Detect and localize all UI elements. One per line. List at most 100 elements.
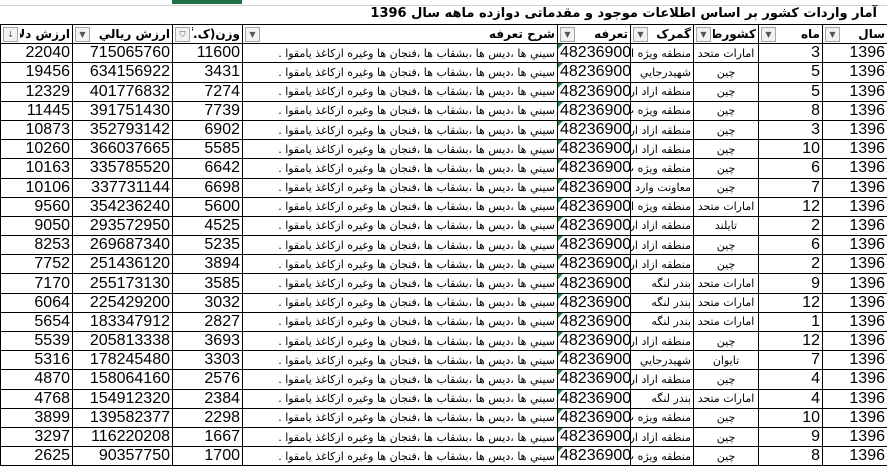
cell-value-rial[interactable]: 225429200 <box>73 293 173 312</box>
cell-month[interactable]: 9 <box>759 274 823 293</box>
cell-year[interactable]: 1396 <box>823 82 887 101</box>
cell-customs[interactable]: بندر لنگه <box>631 312 694 331</box>
cell-year[interactable]: 1396 <box>823 140 887 159</box>
cell-value-dollar[interactable]: 3297 <box>1 427 73 446</box>
header-value-rial[interactable]: ارزش ريالي▼ <box>73 25 173 44</box>
cell-tariff-description[interactable]: سيني ها ،ديس ها ،بشقاب ها ،فنجان ها وغير… <box>243 63 558 82</box>
cell-year[interactable]: 1396 <box>823 101 887 120</box>
cell-month[interactable]: 4 <box>759 389 823 408</box>
cell-month[interactable]: 8 <box>759 101 823 120</box>
cell-year[interactable]: 1396 <box>823 332 887 351</box>
cell-country[interactable]: چين <box>694 255 759 274</box>
cell-value-rial[interactable]: 178245480 <box>73 351 173 370</box>
cell-month[interactable]: 7 <box>759 178 823 197</box>
cell-year[interactable]: 1396 <box>823 120 887 139</box>
cell-value-dollar[interactable]: 22040 <box>1 44 73 63</box>
cell-value-rial[interactable]: 90357750 <box>73 447 173 466</box>
cell-customs[interactable]: منطقه ازاد ار <box>631 332 694 351</box>
cell-customs[interactable]: منطقه ازاد ار <box>631 236 694 255</box>
cell-customs[interactable]: منطقه ويژه ب <box>631 447 694 466</box>
cell-value-dollar[interactable]: 8253 <box>1 236 73 255</box>
dropdown-icon[interactable]: ▼ <box>75 27 90 42</box>
cell-customs[interactable]: معاونت وارد <box>631 178 694 197</box>
cell-tariff[interactable]: 48236900 <box>558 389 631 408</box>
cell-weight-kg[interactable]: 5600 <box>173 197 243 216</box>
cell-year[interactable]: 1396 <box>823 293 887 312</box>
cell-tariff-description[interactable]: سيني ها ،ديس ها ،بشقاب ها ،فنجان ها وغير… <box>243 370 558 389</box>
cell-value-rial[interactable]: 158064160 <box>73 370 173 389</box>
cell-customs[interactable]: منطقه ازاد ار <box>631 255 694 274</box>
cell-value-dollar[interactable]: 6064 <box>1 293 73 312</box>
cell-tariff-description[interactable]: سيني ها ،ديس ها ،بشقاب ها ،فنجان ها وغير… <box>243 332 558 351</box>
cell-value-rial[interactable]: 251436120 <box>73 255 173 274</box>
cell-weight-kg[interactable]: 3303 <box>173 351 243 370</box>
cell-value-dollar[interactable]: 10106 <box>1 178 73 197</box>
cell-tariff[interactable]: 48236900 <box>558 255 631 274</box>
cell-country[interactable]: تايلند <box>694 216 759 235</box>
cell-year[interactable]: 1396 <box>823 178 887 197</box>
cell-weight-kg[interactable]: 2827 <box>173 312 243 331</box>
cell-tariff-description[interactable]: سيني ها ،ديس ها ،بشقاب ها ،فنجان ها وغير… <box>243 159 558 178</box>
cell-year[interactable]: 1396 <box>823 427 887 446</box>
header-tariff-description[interactable]: شرح تعرفه▼ <box>243 25 558 44</box>
cell-tariff[interactable]: 48236900 <box>558 408 631 427</box>
cell-tariff[interactable]: 48236900 <box>558 120 631 139</box>
cell-value-dollar[interactable]: 2625 <box>1 447 73 466</box>
cell-customs[interactable]: منطقه ويژه ا <box>631 197 694 216</box>
cell-value-rial[interactable]: 116220208 <box>73 427 173 446</box>
cell-value-rial[interactable]: 352793142 <box>73 120 173 139</box>
cell-value-rial[interactable]: 139582377 <box>73 408 173 427</box>
sheet-title-cell[interactable]: آمار واردات کشور بر اساس اطلاعات موجود و… <box>0 5 887 25</box>
cell-customs[interactable]: بندر لنگه <box>631 293 694 312</box>
dropdown-icon[interactable]: ▼ <box>761 27 776 42</box>
cell-month[interactable]: 12 <box>759 197 823 216</box>
cell-country[interactable]: تايوان <box>694 351 759 370</box>
cell-tariff-description[interactable]: سيني ها ،ديس ها ،بشقاب ها ،فنجان ها وغير… <box>243 140 558 159</box>
cell-customs[interactable]: شهيدرجايي <box>631 351 694 370</box>
cell-weight-kg[interactable]: 6642 <box>173 159 243 178</box>
cell-value-rial[interactable]: 154912320 <box>73 389 173 408</box>
cell-weight-kg[interactable]: 7739 <box>173 101 243 120</box>
cell-tariff[interactable]: 48236900 <box>558 178 631 197</box>
cell-tariff-description[interactable]: سيني ها ،ديس ها ،بشقاب ها ،فنجان ها وغير… <box>243 408 558 427</box>
cell-value-rial[interactable]: 366037665 <box>73 140 173 159</box>
cell-weight-kg[interactable]: 5585 <box>173 140 243 159</box>
cell-month[interactable]: 12 <box>759 332 823 351</box>
cell-year[interactable]: 1396 <box>823 370 887 389</box>
cell-month[interactable]: 6 <box>759 236 823 255</box>
cell-month[interactable]: 8 <box>759 447 823 466</box>
cell-year[interactable]: 1396 <box>823 236 887 255</box>
header-month[interactable]: ماه▼ <box>759 25 823 44</box>
cell-country[interactable]: چين <box>694 408 759 427</box>
cell-value-dollar[interactable]: 9560 <box>1 197 73 216</box>
cell-customs[interactable]: شهيدرجايي <box>631 63 694 82</box>
cell-tariff-description[interactable]: سيني ها ،ديس ها ،بشقاب ها ،فنجان ها وغير… <box>243 216 558 235</box>
cell-country[interactable]: چين <box>694 370 759 389</box>
cell-month[interactable]: 9 <box>759 427 823 446</box>
cell-customs[interactable]: منطقه ويژه ا <box>631 44 694 63</box>
cell-weight-kg[interactable]: 3032 <box>173 293 243 312</box>
cell-tariff-description[interactable]: سيني ها ،ديس ها ،بشقاب ها ،فنجان ها وغير… <box>243 44 558 63</box>
cell-tariff-description[interactable]: سيني ها ،ديس ها ،بشقاب ها ،فنجان ها وغير… <box>243 293 558 312</box>
cell-tariff-description[interactable]: سيني ها ،ديس ها ،بشقاب ها ،فنجان ها وغير… <box>243 101 558 120</box>
cell-country[interactable]: چين <box>694 332 759 351</box>
cell-value-dollar[interactable]: 10873 <box>1 120 73 139</box>
cell-month[interactable]: 3 <box>759 44 823 63</box>
cell-weight-kg[interactable]: 7274 <box>173 82 243 101</box>
cell-month[interactable]: 6 <box>759 159 823 178</box>
cell-country[interactable]: امارات متحد <box>694 44 759 63</box>
cell-year[interactable]: 1396 <box>823 389 887 408</box>
cell-customs[interactable]: منطقه ازاد ار <box>631 216 694 235</box>
cell-weight-kg[interactable]: 11600 <box>173 44 243 63</box>
cell-value-dollar[interactable]: 4768 <box>1 389 73 408</box>
cell-customs[interactable]: منطقه ازاد ار <box>631 140 694 159</box>
cell-tariff[interactable]: 48236900 <box>558 159 631 178</box>
cell-country[interactable]: امارات متحد <box>694 389 759 408</box>
cell-customs[interactable]: منطقه ازاد ار <box>631 120 694 139</box>
header-year[interactable]: سال▼ <box>823 25 887 44</box>
cell-country[interactable]: امارات متحد <box>694 293 759 312</box>
cell-value-dollar[interactable]: 5316 <box>1 351 73 370</box>
cell-country[interactable]: چين <box>694 178 759 197</box>
cell-year[interactable]: 1396 <box>823 255 887 274</box>
cell-year[interactable]: 1396 <box>823 274 887 293</box>
